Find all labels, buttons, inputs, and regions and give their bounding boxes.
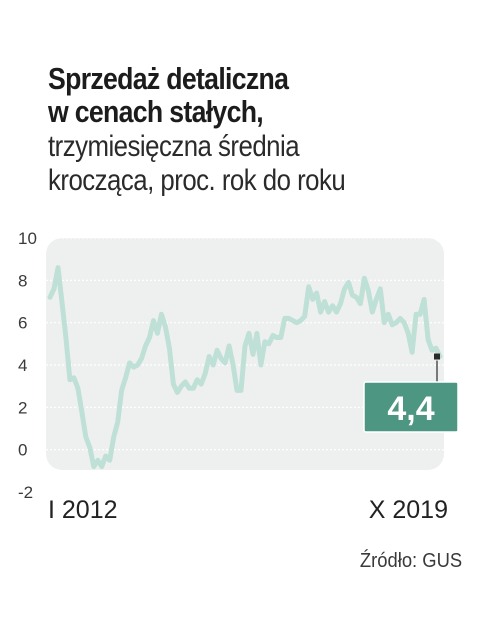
chart-title-line-1: Sprzedaż detaliczna (48, 61, 289, 96)
y-tick-label: 2 (18, 398, 27, 417)
line-chart: 10 8 6 4 2 0 -2 4,4 I 2012 X 2019 (18, 229, 459, 524)
chart-subtitle: trzymiesięczna średnia krocząca, proc. r… (48, 130, 346, 198)
y-tick-label: 4 (18, 356, 27, 375)
y-tick-label: 6 (18, 314, 27, 333)
chart-subtitle-line-1: trzymiesięczna średnia (48, 130, 300, 163)
last-point-marker (434, 353, 440, 360)
source-note: Źródło: GUS (359, 550, 462, 572)
y-tick-label: 8 (18, 271, 27, 290)
y-tick-label: 10 (18, 229, 37, 248)
x-end-label: X 2019 (369, 496, 448, 524)
value-callout-label: 4,4 (387, 390, 434, 428)
y-tick-label: -2 (18, 483, 33, 502)
value-callout-box (363, 381, 459, 433)
chart-subtitle-line-2: krocząca, proc. rok do roku (48, 164, 346, 197)
chart-title: Sprzedaż detaliczna w cenach stałych, (48, 61, 289, 129)
chart-title-line-2: w cenach stałych, (48, 94, 264, 129)
x-start-label: I 2012 (48, 496, 118, 524)
series-line (47, 265, 443, 470)
y-tick-label: 0 (18, 441, 27, 460)
